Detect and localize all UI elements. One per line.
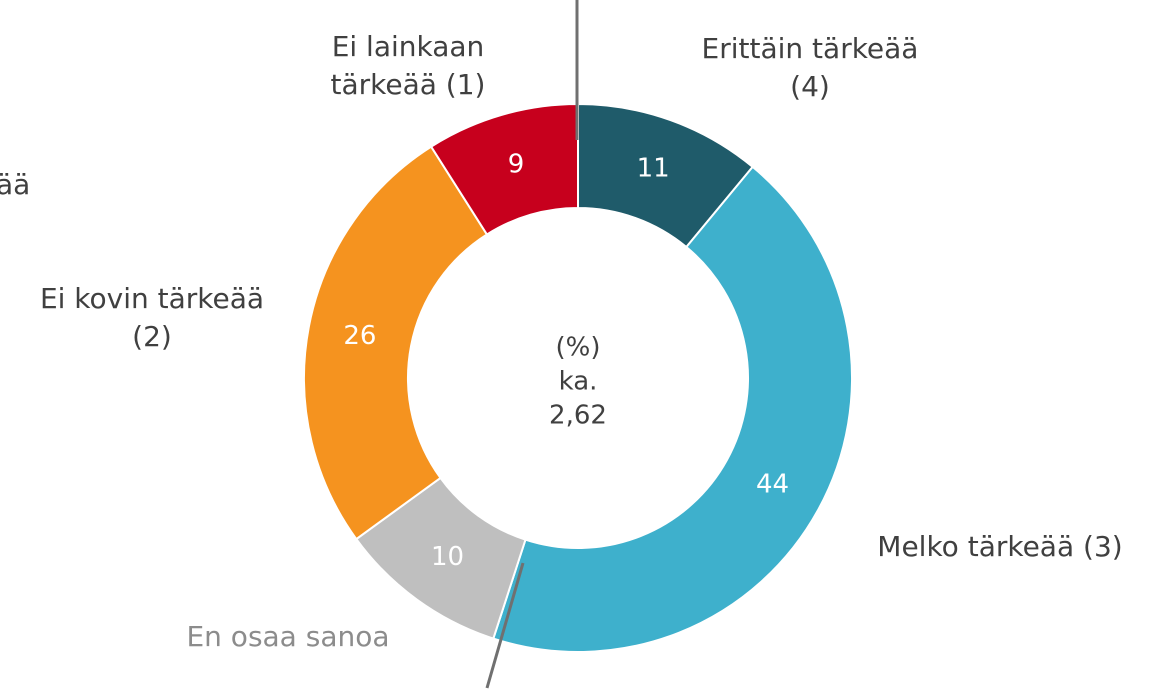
value-label: 11: [637, 154, 670, 184]
category-label: Erittäin tärkeää (4): [702, 32, 919, 103]
leader-line: [485, 562, 525, 689]
clipped-label: ää: [0, 168, 30, 201]
category-label: En osaa sanoa: [186, 620, 389, 653]
donut-segment: [492, 165, 853, 653]
donut-segment: [303, 145, 489, 541]
value-label: 26: [343, 321, 376, 351]
value-label: 10: [431, 542, 464, 572]
center-text: (%): [556, 333, 601, 363]
value-label: 9: [508, 149, 525, 179]
category-label: Melko tärkeää (3): [877, 530, 1122, 563]
center-text: 2,62: [549, 401, 607, 431]
value-label: 44: [756, 469, 789, 499]
category-label: Ei kovin tärkeää (2): [40, 282, 264, 353]
category-label: Ei lainkaan tärkeää (1): [331, 30, 486, 101]
center-text: ka.: [559, 367, 598, 397]
